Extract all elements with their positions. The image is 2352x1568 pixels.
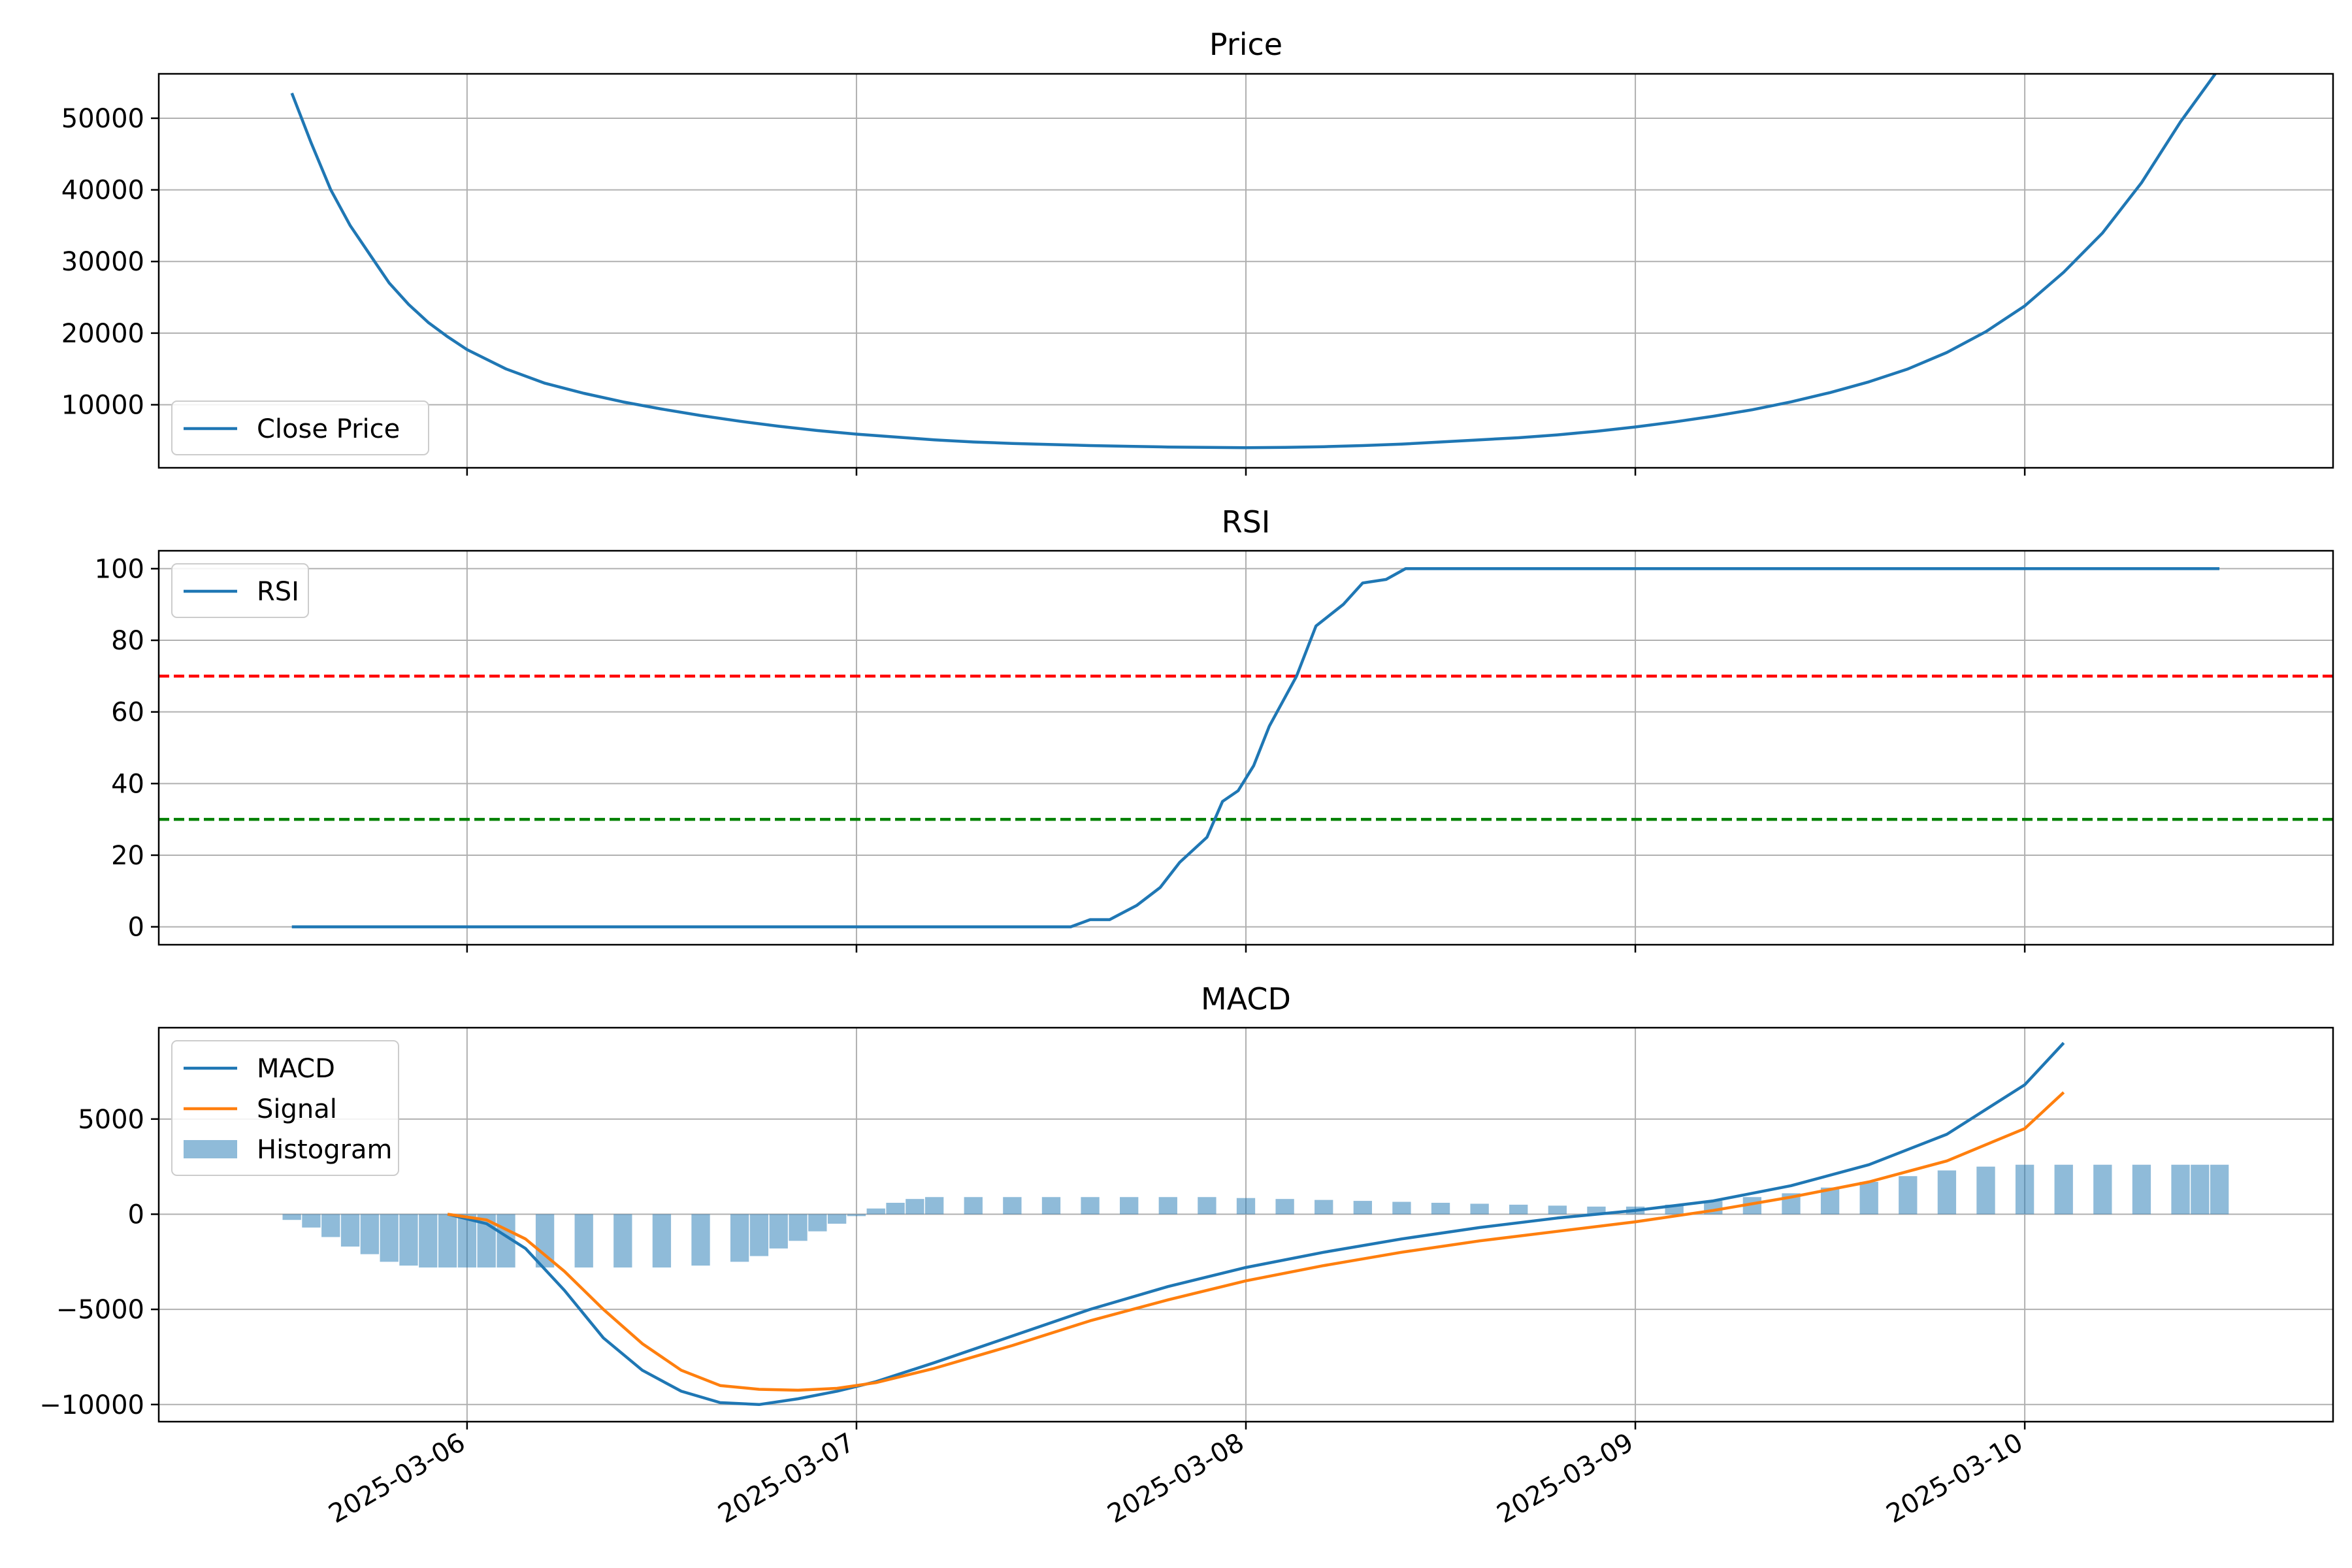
histogram-bar [1548,1205,1567,1215]
histogram-bar [1470,1203,1489,1215]
histogram-bar [1899,1176,1918,1215]
legend-label: RSI [257,577,299,607]
histogram-bar [2171,1164,2190,1215]
histogram-bar [808,1214,827,1232]
rsi-line [291,567,2220,928]
price-y-tick-label: 10000 [61,391,144,421]
histogram-bar [1937,1170,1957,1215]
price-legend: Close Price [171,400,429,455]
histogram-bar [1315,1200,1333,1215]
rsi-panel: RSI 0 20 40 60 80 100 RSI [95,504,2334,953]
close-price-line [290,74,2217,449]
price-gridlines [159,74,2333,468]
macd-line [447,1041,2065,1407]
price-plot-area [290,74,2217,449]
macd-legend: MACD Signal Histogram [171,1040,399,1176]
histogram-bar [2210,1164,2229,1215]
histogram-bar [1859,1181,1878,1215]
rsi-y-tick-label: 20 [111,841,144,871]
histogram-bar [282,1214,301,1220]
rsi-y-tick-label: 60 [111,698,144,728]
histogram-bar [340,1214,360,1247]
histogram-bar [1081,1197,1100,1215]
price-panel: Price 10000 20000 30000 40000 50000 Close Pr… [61,27,2334,476]
histogram-bar [380,1214,399,1262]
macd-y-tick-label: 0 [128,1200,144,1230]
legend-label: Histogram [257,1135,393,1165]
histogram-bar [691,1214,710,1266]
histogram-bar [399,1214,418,1266]
rsi-y-tick-label: 40 [111,769,144,799]
legend-label: MACD [257,1054,335,1084]
histogram-bar [1236,1198,1256,1215]
histogram-bar [847,1214,866,1217]
rsi-y-tick-label: 80 [111,626,144,656]
histogram-bar [1976,1166,1995,1215]
histogram-bar [1431,1203,1450,1215]
histogram-bar [964,1197,983,1215]
macd-y-axis: −10000 −5000 0 5000 [39,1105,159,1420]
rsi-x-axis [466,945,2026,953]
histogram-bar [866,1208,885,1215]
histogram-bar [321,1214,340,1237]
price-y-tick-label: 50000 [61,104,144,134]
rsi-legend-box [171,563,309,618]
macd-y-tick-label: −5000 [56,1295,144,1325]
price-y-axis: 10000 20000 30000 40000 50000 [61,104,159,421]
histogram-bar [924,1197,944,1215]
histogram-bar [2015,1164,2034,1215]
legend-label: Signal [257,1094,337,1124]
histogram-bar [1003,1197,1022,1215]
histogram-bar [730,1214,749,1262]
rsi-y-axis: 0 20 40 60 80 100 [95,554,159,943]
price-y-tick-label: 40000 [61,176,144,206]
histogram-bar [906,1199,924,1215]
histogram-bar [457,1214,477,1268]
macd-title: MACD [1201,981,1291,1017]
price-title: Price [1209,27,1282,62]
macd-y-tick-label: −10000 [39,1390,144,1420]
macd-y-tick-label: 5000 [78,1105,144,1135]
histogram-bar [1509,1204,1528,1215]
price-legend-box [171,400,429,455]
rsi-plot-area [159,567,2333,928]
histogram-bar [1158,1197,1177,1215]
histogram-bar [1353,1201,1372,1215]
rsi-legend: RSI [171,563,309,618]
histogram-bar [652,1214,672,1268]
rsi-y-tick-label: 0 [128,913,144,943]
histogram-bar [886,1203,905,1215]
histogram-bar [302,1214,321,1228]
rsi-title: RSI [1222,504,1271,540]
histogram-bar [1041,1197,1061,1215]
histogram-bar [2093,1164,2112,1215]
histogram-bar [1198,1197,1217,1215]
histogram-bar [769,1214,788,1249]
histogram-bar [438,1214,457,1268]
legend-swatch-histogram [184,1140,237,1158]
legend-label: Close Price [257,414,400,444]
histogram-bar [1392,1201,1411,1215]
price-x-axis [466,468,2026,476]
histogram-bar [2054,1164,2073,1215]
histogram-bar [360,1214,380,1254]
histogram-bar [2132,1164,2151,1215]
histogram-bar [749,1214,769,1256]
histogram-bar [574,1214,593,1268]
histogram-bar [419,1214,438,1268]
histogram-bar [1275,1199,1294,1215]
rsi-y-tick-label: 100 [95,554,144,584]
signal-line [447,1091,2065,1392]
histogram-bar [613,1214,632,1268]
price-y-tick-label: 20000 [61,319,144,349]
histogram-bar [827,1214,847,1224]
histogram-bar [1120,1197,1139,1215]
histogram-bar [789,1214,808,1241]
histogram-bar [2191,1164,2210,1215]
macd-plot-area [282,1041,2229,1407]
price-y-tick-label: 30000 [61,247,144,277]
histogram-bar [1587,1206,1606,1215]
